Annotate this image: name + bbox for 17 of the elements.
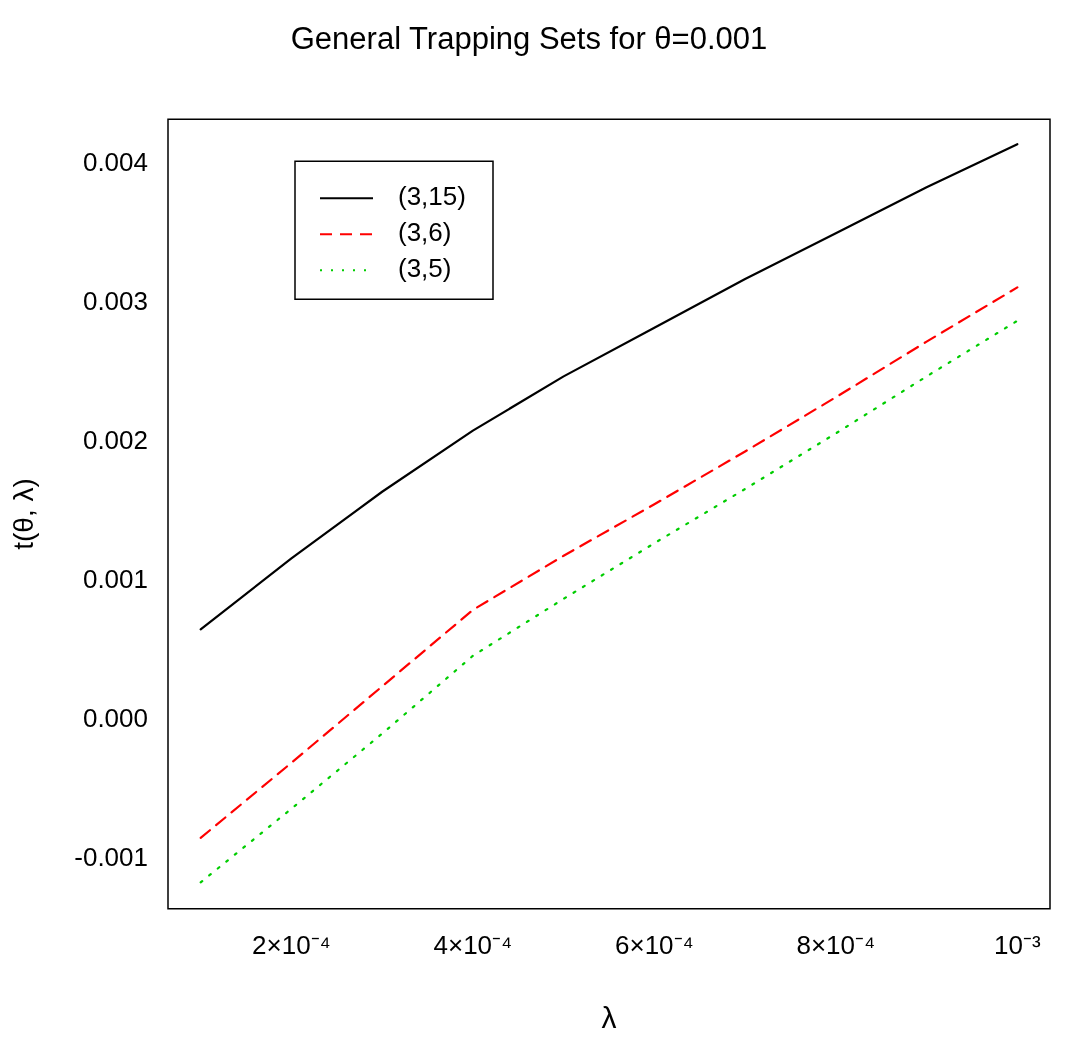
x-tick-label: 4×10⁻⁴ bbox=[433, 929, 513, 960]
x-tick-label: 6×10⁻⁴ bbox=[615, 929, 694, 960]
y-tick-label: -0.001 bbox=[74, 841, 148, 872]
y-tick-label: 0.000 bbox=[82, 702, 148, 733]
y-tick-label: 0.001 bbox=[82, 563, 148, 594]
y-tick-label: 0.004 bbox=[82, 146, 148, 177]
y-axis-title: t(θ, λ) bbox=[7, 478, 39, 550]
chart-title: General Trapping Sets for θ=0.001 bbox=[290, 21, 768, 57]
y-tick-label: 0.003 bbox=[82, 285, 148, 316]
legend-label: (3,15) bbox=[398, 181, 466, 212]
x-tick-label: 10⁻³ bbox=[994, 929, 1041, 960]
x-tick-label: 2×10⁻⁴ bbox=[252, 929, 331, 960]
x-tick-label: 8×10⁻⁴ bbox=[796, 929, 876, 960]
legend-label: (3,6) bbox=[398, 217, 452, 248]
y-tick-label: 0.002 bbox=[82, 424, 148, 455]
x-axis-title: λ bbox=[601, 1001, 617, 1035]
legend-label: (3,5) bbox=[398, 253, 452, 284]
